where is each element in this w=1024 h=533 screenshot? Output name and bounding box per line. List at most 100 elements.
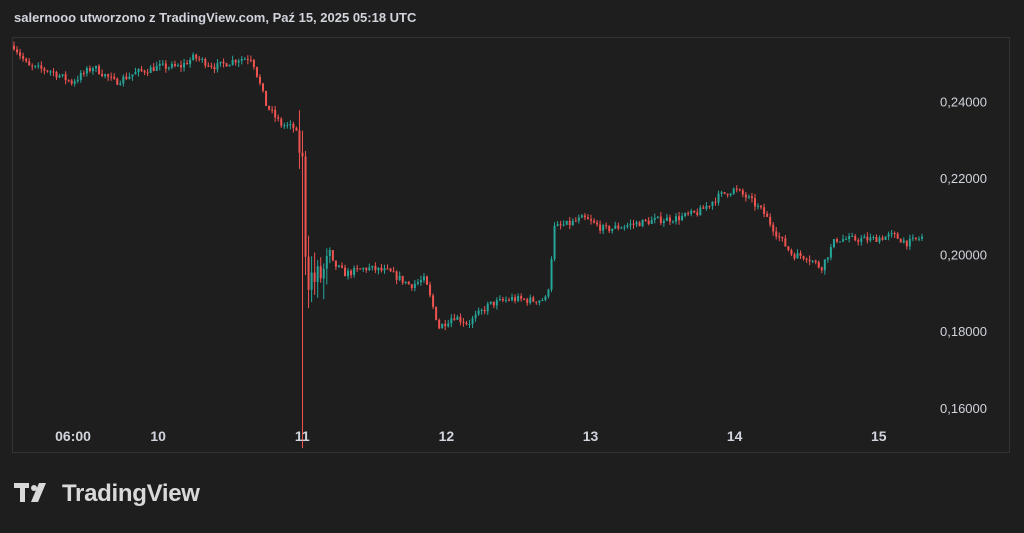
candle-body[interactable] <box>186 62 189 65</box>
candle-body[interactable] <box>817 262 820 268</box>
candle-body[interactable] <box>772 224 775 232</box>
candle-body[interactable] <box>410 284 413 288</box>
candle-body[interactable] <box>158 64 161 66</box>
candle-body[interactable] <box>189 59 192 65</box>
candle-body[interactable] <box>854 236 857 241</box>
candle-body[interactable] <box>593 220 596 223</box>
candle-body[interactable] <box>252 59 255 67</box>
candle-body[interactable] <box>192 54 195 60</box>
candle-body[interactable] <box>802 256 805 259</box>
candle-body[interactable] <box>76 79 79 82</box>
candle-body[interactable] <box>796 253 799 259</box>
candle-body[interactable] <box>79 72 82 80</box>
candle-body[interactable] <box>55 72 58 78</box>
candle-body[interactable] <box>535 301 538 303</box>
candle-body[interactable] <box>19 52 22 56</box>
candle-body[interactable] <box>574 220 577 222</box>
candle-body[interactable] <box>350 270 353 275</box>
candle-body[interactable] <box>195 54 198 59</box>
candle-body[interactable] <box>839 241 842 243</box>
candle-body[interactable] <box>693 210 696 213</box>
candle-body[interactable] <box>161 63 164 65</box>
candle-body[interactable] <box>887 234 890 237</box>
candle-body[interactable] <box>167 67 170 69</box>
candle-body[interactable] <box>750 196 753 199</box>
candle-body[interactable] <box>67 80 70 82</box>
candle-body[interactable] <box>140 69 143 71</box>
candle-body[interactable] <box>183 62 186 68</box>
candle-body[interactable] <box>517 296 520 301</box>
candle-body[interactable] <box>340 265 343 268</box>
candle-body[interactable] <box>857 240 860 242</box>
candle-body[interactable] <box>678 216 681 221</box>
candle-body[interactable] <box>608 226 611 232</box>
candle-body[interactable] <box>416 282 419 284</box>
candle-body[interactable] <box>61 74 64 76</box>
candle-body[interactable] <box>911 237 914 239</box>
candle-body[interactable] <box>16 49 19 53</box>
candle-body[interactable] <box>149 67 152 73</box>
candle-body[interactable] <box>823 259 826 271</box>
candle-body[interactable] <box>222 61 225 64</box>
candle-body[interactable] <box>477 310 480 315</box>
candle-body[interactable] <box>486 303 489 312</box>
candle-body[interactable] <box>134 72 137 75</box>
candle-body[interactable] <box>471 318 474 325</box>
candle-body[interactable] <box>398 275 401 280</box>
candle-body[interactable] <box>271 109 274 111</box>
candle-body[interactable] <box>747 196 750 198</box>
candle-body[interactable] <box>626 225 629 227</box>
candle-body[interactable] <box>702 207 705 209</box>
candle-body[interactable] <box>25 58 28 62</box>
candle-body[interactable] <box>58 75 61 78</box>
candle-body[interactable] <box>456 316 459 320</box>
candle-body[interactable] <box>766 213 769 217</box>
candle-body[interactable] <box>204 58 207 66</box>
candle-body[interactable] <box>368 267 371 271</box>
candle-body[interactable] <box>249 59 252 61</box>
candle-body[interactable] <box>131 74 134 77</box>
candle-body[interactable] <box>784 238 787 247</box>
candle-body[interactable] <box>380 267 383 271</box>
candle-body[interactable] <box>146 72 149 74</box>
candle-body[interactable] <box>441 323 444 329</box>
candle-body[interactable] <box>207 65 210 67</box>
candle-body[interactable] <box>395 271 398 280</box>
candle-body[interactable] <box>344 267 347 277</box>
candle-body[interactable] <box>541 300 544 302</box>
candle-body[interactable] <box>617 225 620 229</box>
candle-body[interactable] <box>860 238 863 242</box>
candle-body[interactable] <box>741 190 744 195</box>
candle-body[interactable] <box>316 266 319 282</box>
candle-body[interactable] <box>173 63 176 66</box>
candle-body[interactable] <box>82 72 85 74</box>
candle-body[interactable] <box>240 59 243 61</box>
candle-body[interactable] <box>164 63 167 69</box>
candle-body[interactable] <box>790 250 793 255</box>
candle-body[interactable] <box>119 83 122 85</box>
candle-body[interactable] <box>623 226 626 228</box>
candle-body[interactable] <box>908 238 911 247</box>
candle-body[interactable] <box>583 215 586 218</box>
candle-body[interactable] <box>104 74 107 77</box>
candle-body[interactable] <box>507 299 510 301</box>
candle-body[interactable] <box>778 236 781 238</box>
candle-body[interactable] <box>362 268 365 270</box>
candle-body[interactable] <box>653 217 656 220</box>
candle-body[interactable] <box>635 222 638 225</box>
candle-body[interactable] <box>538 300 541 303</box>
candle-body[interactable] <box>404 281 407 283</box>
candle-body[interactable] <box>386 268 389 270</box>
candle-body[interactable] <box>720 192 723 194</box>
candle-body[interactable] <box>298 130 301 153</box>
candle-body[interactable] <box>31 65 34 67</box>
candle-body[interactable] <box>180 65 183 68</box>
candle-body[interactable] <box>577 217 580 221</box>
candle-body[interactable] <box>480 309 483 311</box>
candle-body[interactable] <box>681 215 684 221</box>
candle-body[interactable] <box>568 220 571 226</box>
candle-body[interactable] <box>429 284 432 296</box>
candle-body[interactable] <box>553 225 556 260</box>
candle-body[interactable] <box>107 74 110 77</box>
candle-body[interactable] <box>295 128 298 131</box>
